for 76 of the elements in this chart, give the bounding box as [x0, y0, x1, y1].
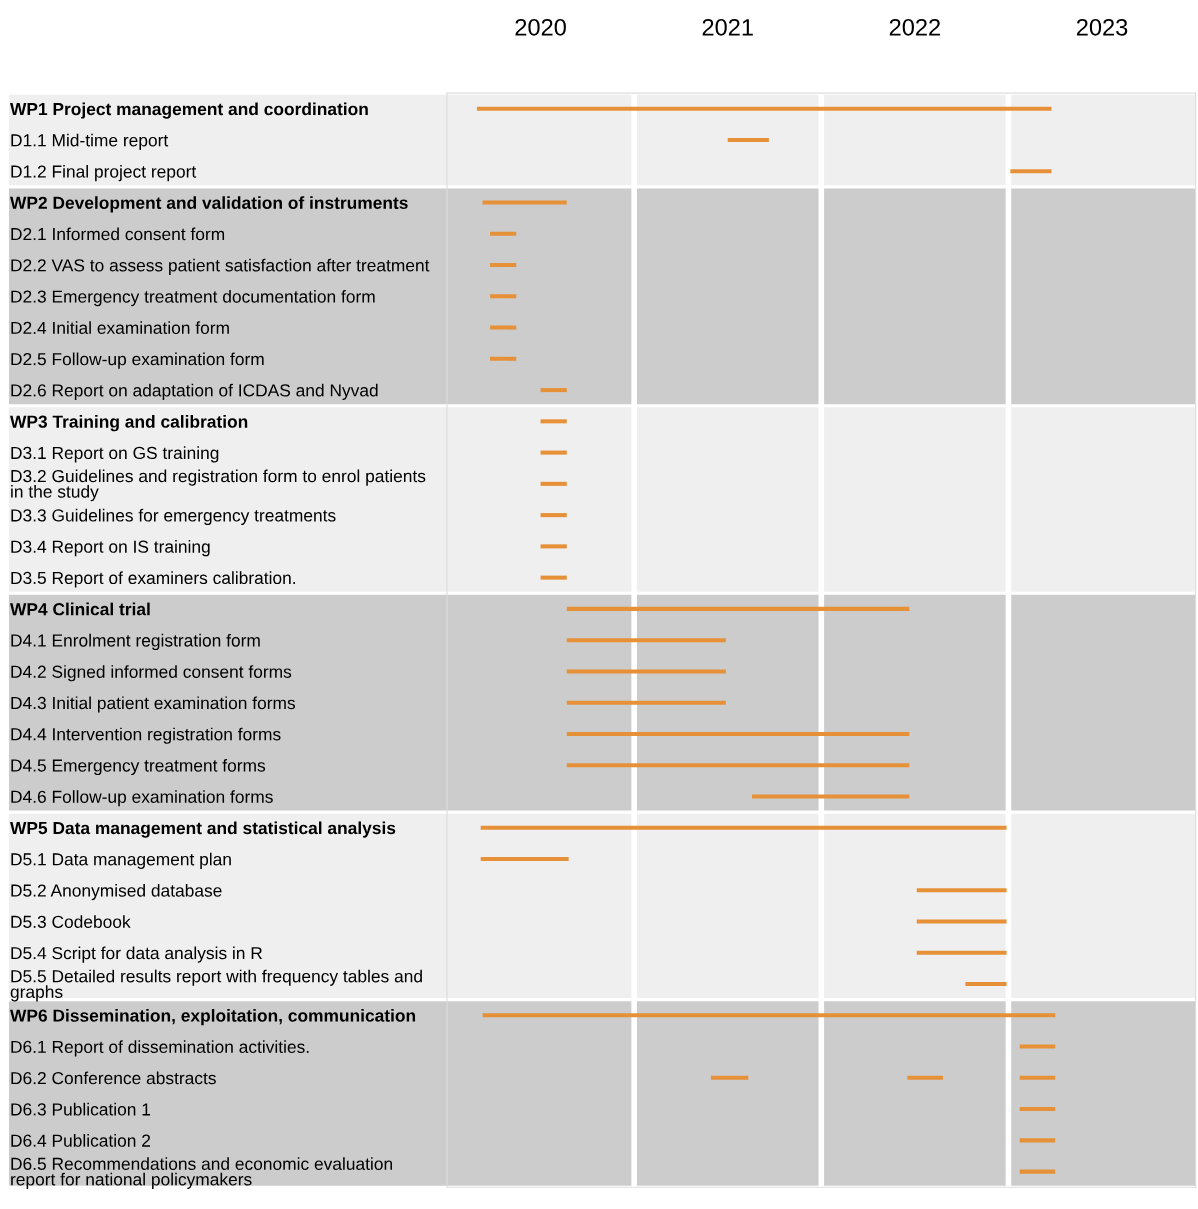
bar — [540, 388, 567, 393]
y-tick-label: WP6 Dissemination, exploitation, communication — [10, 1009, 416, 1026]
y-tick-label: D6.2 Conference abstracts — [11, 1071, 216, 1085]
bar — [1010, 169, 1052, 174]
bar — [965, 982, 1007, 987]
bar — [1019, 1138, 1056, 1143]
bar — [482, 1013, 1056, 1018]
bar — [752, 794, 910, 799]
y-tick-label: WP2 Development and validation of instruments — [10, 196, 408, 213]
bar — [490, 263, 517, 268]
y-tick-label: D5.5 Detailed results report with frequency tables and graphs — [10, 969, 422, 1002]
bar — [566, 731, 910, 736]
bar — [1019, 1075, 1056, 1080]
bar — [540, 419, 567, 424]
x-tick-label: 2021 — [702, 18, 753, 36]
y-tick-label: D5.1 Data management plan — [11, 852, 231, 869]
y-tick-label: D6.3 Publication 1 — [11, 1102, 151, 1116]
bar — [540, 481, 567, 486]
y-tick-label: D6.4 Publication 2 — [11, 1134, 151, 1147]
bar — [916, 950, 1007, 955]
x-tick-label: 2020 — [515, 18, 566, 36]
bar — [566, 606, 910, 611]
y-tick-label: WP1 Project management and coordination — [10, 102, 368, 119]
y-tick-label: D5.3 Codebook — [11, 915, 131, 928]
bar — [490, 231, 517, 236]
y-tick-label: D4.3 Initial patient examination forms — [11, 696, 296, 713]
bar — [566, 763, 910, 768]
y-tick-label: D2.5 Follow-up examination form — [11, 352, 264, 369]
y-tick-label: D2.6 Report on adaptation of ICDAS and Nyvad — [11, 383, 378, 400]
bar — [480, 856, 569, 862]
x-tick-label: 2023 — [1076, 18, 1128, 36]
bar — [490, 356, 517, 361]
y-tick-label: D3.1 Report on GS training — [11, 446, 219, 463]
bar — [710, 1075, 749, 1080]
y-tick-label: D5.4 Script for data analysis in R — [11, 946, 263, 963]
bar — [476, 106, 1052, 111]
bar — [1019, 1169, 1056, 1174]
y-tick-label: D2.2 VAS to assess patient satisfaction after treatment — [11, 258, 430, 275]
y-tick-label: D5.2 Anonymised database — [11, 883, 222, 901]
bar — [1019, 1107, 1056, 1112]
y-tick-label: D4.1 Enrolment registration form — [11, 633, 260, 651]
y-tick-label: D3.2 Guidelines and registration form to enrol patients in the study — [11, 469, 426, 502]
bar — [1019, 1044, 1056, 1049]
y-tick-label: D3.5 Report of examiners calibration. — [11, 571, 296, 588]
y-tick-label: WP5 Data management and statistical analysis — [10, 821, 396, 838]
bar — [540, 513, 567, 518]
bar — [566, 700, 726, 705]
y-tick-label: WP4 Clinical trial — [10, 602, 150, 616]
bar — [907, 1075, 943, 1080]
y-tick-label: D2.3 Emergency treatment documentation form — [11, 290, 375, 307]
bar — [490, 325, 517, 330]
y-tick-label: D2.1 Informed consent form — [11, 227, 225, 241]
y-tick-label: D4.5 Emergency treatment forms — [11, 758, 266, 776]
y-tick-label: D4.2 Signed informed consent forms — [11, 665, 292, 682]
y-tick-label: D6.5 Recommendations and economic evaluation report for national policymakers — [11, 1157, 392, 1189]
y-tick-label: D6.1 Report of dissemination activities. — [11, 1040, 309, 1057]
y-tick-label: D3.4 Report on IS training — [11, 540, 210, 557]
y-tick-label: D2.4 Initial examination form — [11, 321, 229, 335]
bar — [490, 294, 517, 299]
bar — [540, 575, 567, 580]
bar — [566, 638, 726, 643]
bar — [916, 888, 1007, 893]
y-tick-label: D1.2 Final project report — [11, 164, 197, 182]
bar — [916, 919, 1007, 924]
bar — [566, 669, 726, 674]
bar — [540, 450, 567, 455]
y-tick-label: D1.1 Mid-time report — [11, 133, 169, 150]
y-tick-label: WP3 Training and calibration — [10, 415, 248, 432]
bar — [480, 825, 1007, 830]
x-tick-label: 2022 — [889, 18, 940, 36]
bar — [727, 137, 769, 143]
y-tick-label: D4.4 Intervention registration forms — [11, 727, 281, 744]
y-tick-label: D3.3 Guidelines for emergency treatments — [11, 508, 336, 526]
bar — [540, 544, 567, 549]
bar — [482, 200, 567, 205]
y-tick-label: D4.6 Follow-up examination forms — [11, 790, 273, 807]
